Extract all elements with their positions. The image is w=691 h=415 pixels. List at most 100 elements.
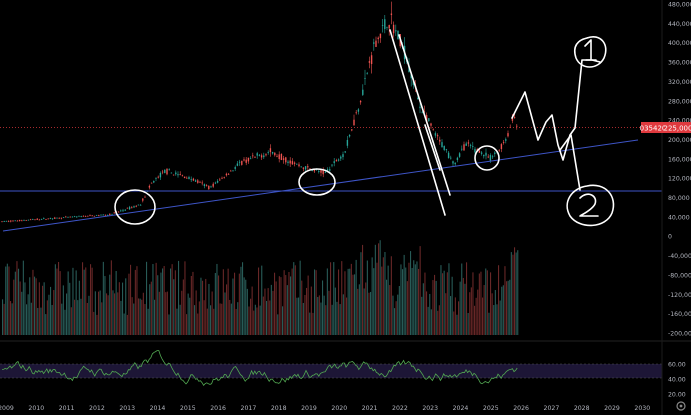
volume-bar	[474, 305, 476, 335]
volume-bar	[472, 272, 474, 335]
time-tick-label: 2016	[210, 405, 226, 412]
volume-bar	[448, 263, 450, 335]
volume-bar	[29, 277, 31, 335]
volume-bar	[221, 303, 223, 335]
volume-bar	[262, 296, 264, 335]
candle-body	[232, 170, 234, 172]
circle-2[interactable]	[566, 184, 615, 227]
candle-body	[359, 100, 362, 103]
forecast-path-up[interactable]	[511, 59, 601, 161]
candle-body	[93, 215, 96, 217]
volume-bar	[373, 268, 375, 335]
volume-bar	[171, 264, 173, 335]
candle-body	[500, 144, 503, 150]
price-tick-label: 480,000	[668, 2, 691, 9]
candle-body	[210, 186, 212, 188]
candle-body	[23, 220, 25, 221]
price-tick-label: -120,000	[668, 292, 691, 299]
volume-bar	[450, 296, 452, 335]
candle-body	[252, 155, 254, 157]
ascending-trendline[interactable]	[2, 139, 639, 232]
volume-bar	[440, 265, 442, 335]
candle-body	[21, 220, 23, 222]
volume-bar	[346, 297, 348, 335]
candle-body	[502, 142, 505, 144]
circle-marker-2019[interactable]	[298, 168, 336, 196]
volume-bar	[454, 297, 456, 335]
hand-drawing-layer[interactable]	[114, 29, 615, 227]
candle-body	[337, 159, 340, 161]
candle-body	[333, 161, 335, 164]
volume-bar	[464, 283, 466, 335]
volume-bar	[250, 298, 252, 335]
volume-bar	[482, 297, 484, 335]
volume-bar	[13, 279, 15, 335]
volume-bar	[146, 261, 148, 335]
volume-bar	[267, 288, 269, 335]
candle-body	[133, 206, 135, 208]
volume-bar	[208, 283, 210, 335]
candle-body	[60, 217, 63, 219]
time-tick-label: 2027	[544, 405, 560, 412]
gear-icon[interactable]	[676, 401, 686, 411]
time-axis[interactable]: 2009 2010 2011 2012 2013 2014 2015 2016 2017 2018…	[0, 405, 650, 412]
candle-body	[181, 175, 184, 177]
volume-bar	[11, 303, 13, 335]
volume-bar	[496, 304, 498, 335]
circle-marker-2024[interactable]	[474, 145, 500, 171]
volume-bar	[435, 280, 437, 335]
price-tick-label: 320,000	[668, 79, 691, 86]
volume-bar	[40, 307, 42, 335]
volume-bar	[56, 268, 58, 335]
candle-body	[278, 154, 280, 160]
volume-bar	[392, 295, 394, 335]
volume-bar	[138, 298, 140, 335]
candle-body	[225, 173, 228, 176]
candle-body	[258, 154, 261, 156]
candle-body	[355, 112, 357, 114]
volume-bar	[202, 280, 204, 335]
forecast-path-down[interactable]	[559, 134, 581, 191]
candle-body	[3, 221, 5, 222]
candle-body	[289, 160, 291, 164]
volume-bar	[483, 285, 485, 335]
volume-bar	[242, 262, 244, 335]
candle-body	[175, 172, 177, 175]
volume-bar	[326, 268, 328, 335]
volume-bar	[118, 282, 120, 335]
volume-bar	[333, 262, 335, 335]
volume-bar	[203, 300, 205, 335]
candle-body	[280, 153, 283, 160]
volume-bar	[512, 254, 514, 335]
volume-bar	[478, 273, 480, 335]
candle-body	[390, 13, 393, 15]
rsi-panel[interactable]	[0, 350, 662, 386]
volume-bar	[93, 311, 95, 335]
candle-body	[190, 179, 192, 181]
volume-bar	[368, 292, 370, 335]
candle-body	[12, 220, 14, 222]
candle-body	[443, 146, 445, 150]
drawn-line-3[interactable]	[424, 124, 441, 171]
volume-bar	[437, 310, 439, 335]
volume-bar	[90, 264, 92, 335]
volume-bar	[493, 305, 495, 335]
rsi-axis[interactable]: 60.00 40.00 20.00	[668, 362, 686, 399]
price-axis[interactable]: 480,000 440,000 400,000 360,000 320,000 280,0…	[668, 2, 691, 338]
ticker-badge[interactable]: 035420	[640, 122, 667, 133]
volume-bar	[498, 265, 500, 335]
circle-1[interactable]	[573, 36, 607, 68]
volume-bar	[314, 269, 316, 335]
volume-bar	[358, 284, 360, 335]
circle-marker-2013[interactable]	[114, 189, 156, 225]
volume-bar	[78, 280, 80, 335]
candle-body	[511, 117, 514, 121]
rsi-band	[0, 364, 662, 378]
price-badge[interactable]: 225,000	[664, 122, 691, 133]
volume-bar	[147, 308, 149, 335]
price-tick-label: 80,000	[668, 195, 690, 202]
volume-bar	[488, 312, 490, 335]
drawn-line-1[interactable]	[389, 29, 446, 216]
drawn-line-2[interactable]	[398, 34, 451, 196]
